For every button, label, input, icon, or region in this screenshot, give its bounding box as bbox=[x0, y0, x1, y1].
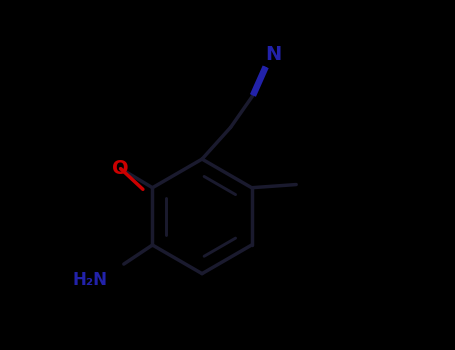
Text: H₂N: H₂N bbox=[73, 271, 108, 289]
Text: N: N bbox=[266, 45, 282, 64]
Text: O: O bbox=[112, 159, 129, 178]
